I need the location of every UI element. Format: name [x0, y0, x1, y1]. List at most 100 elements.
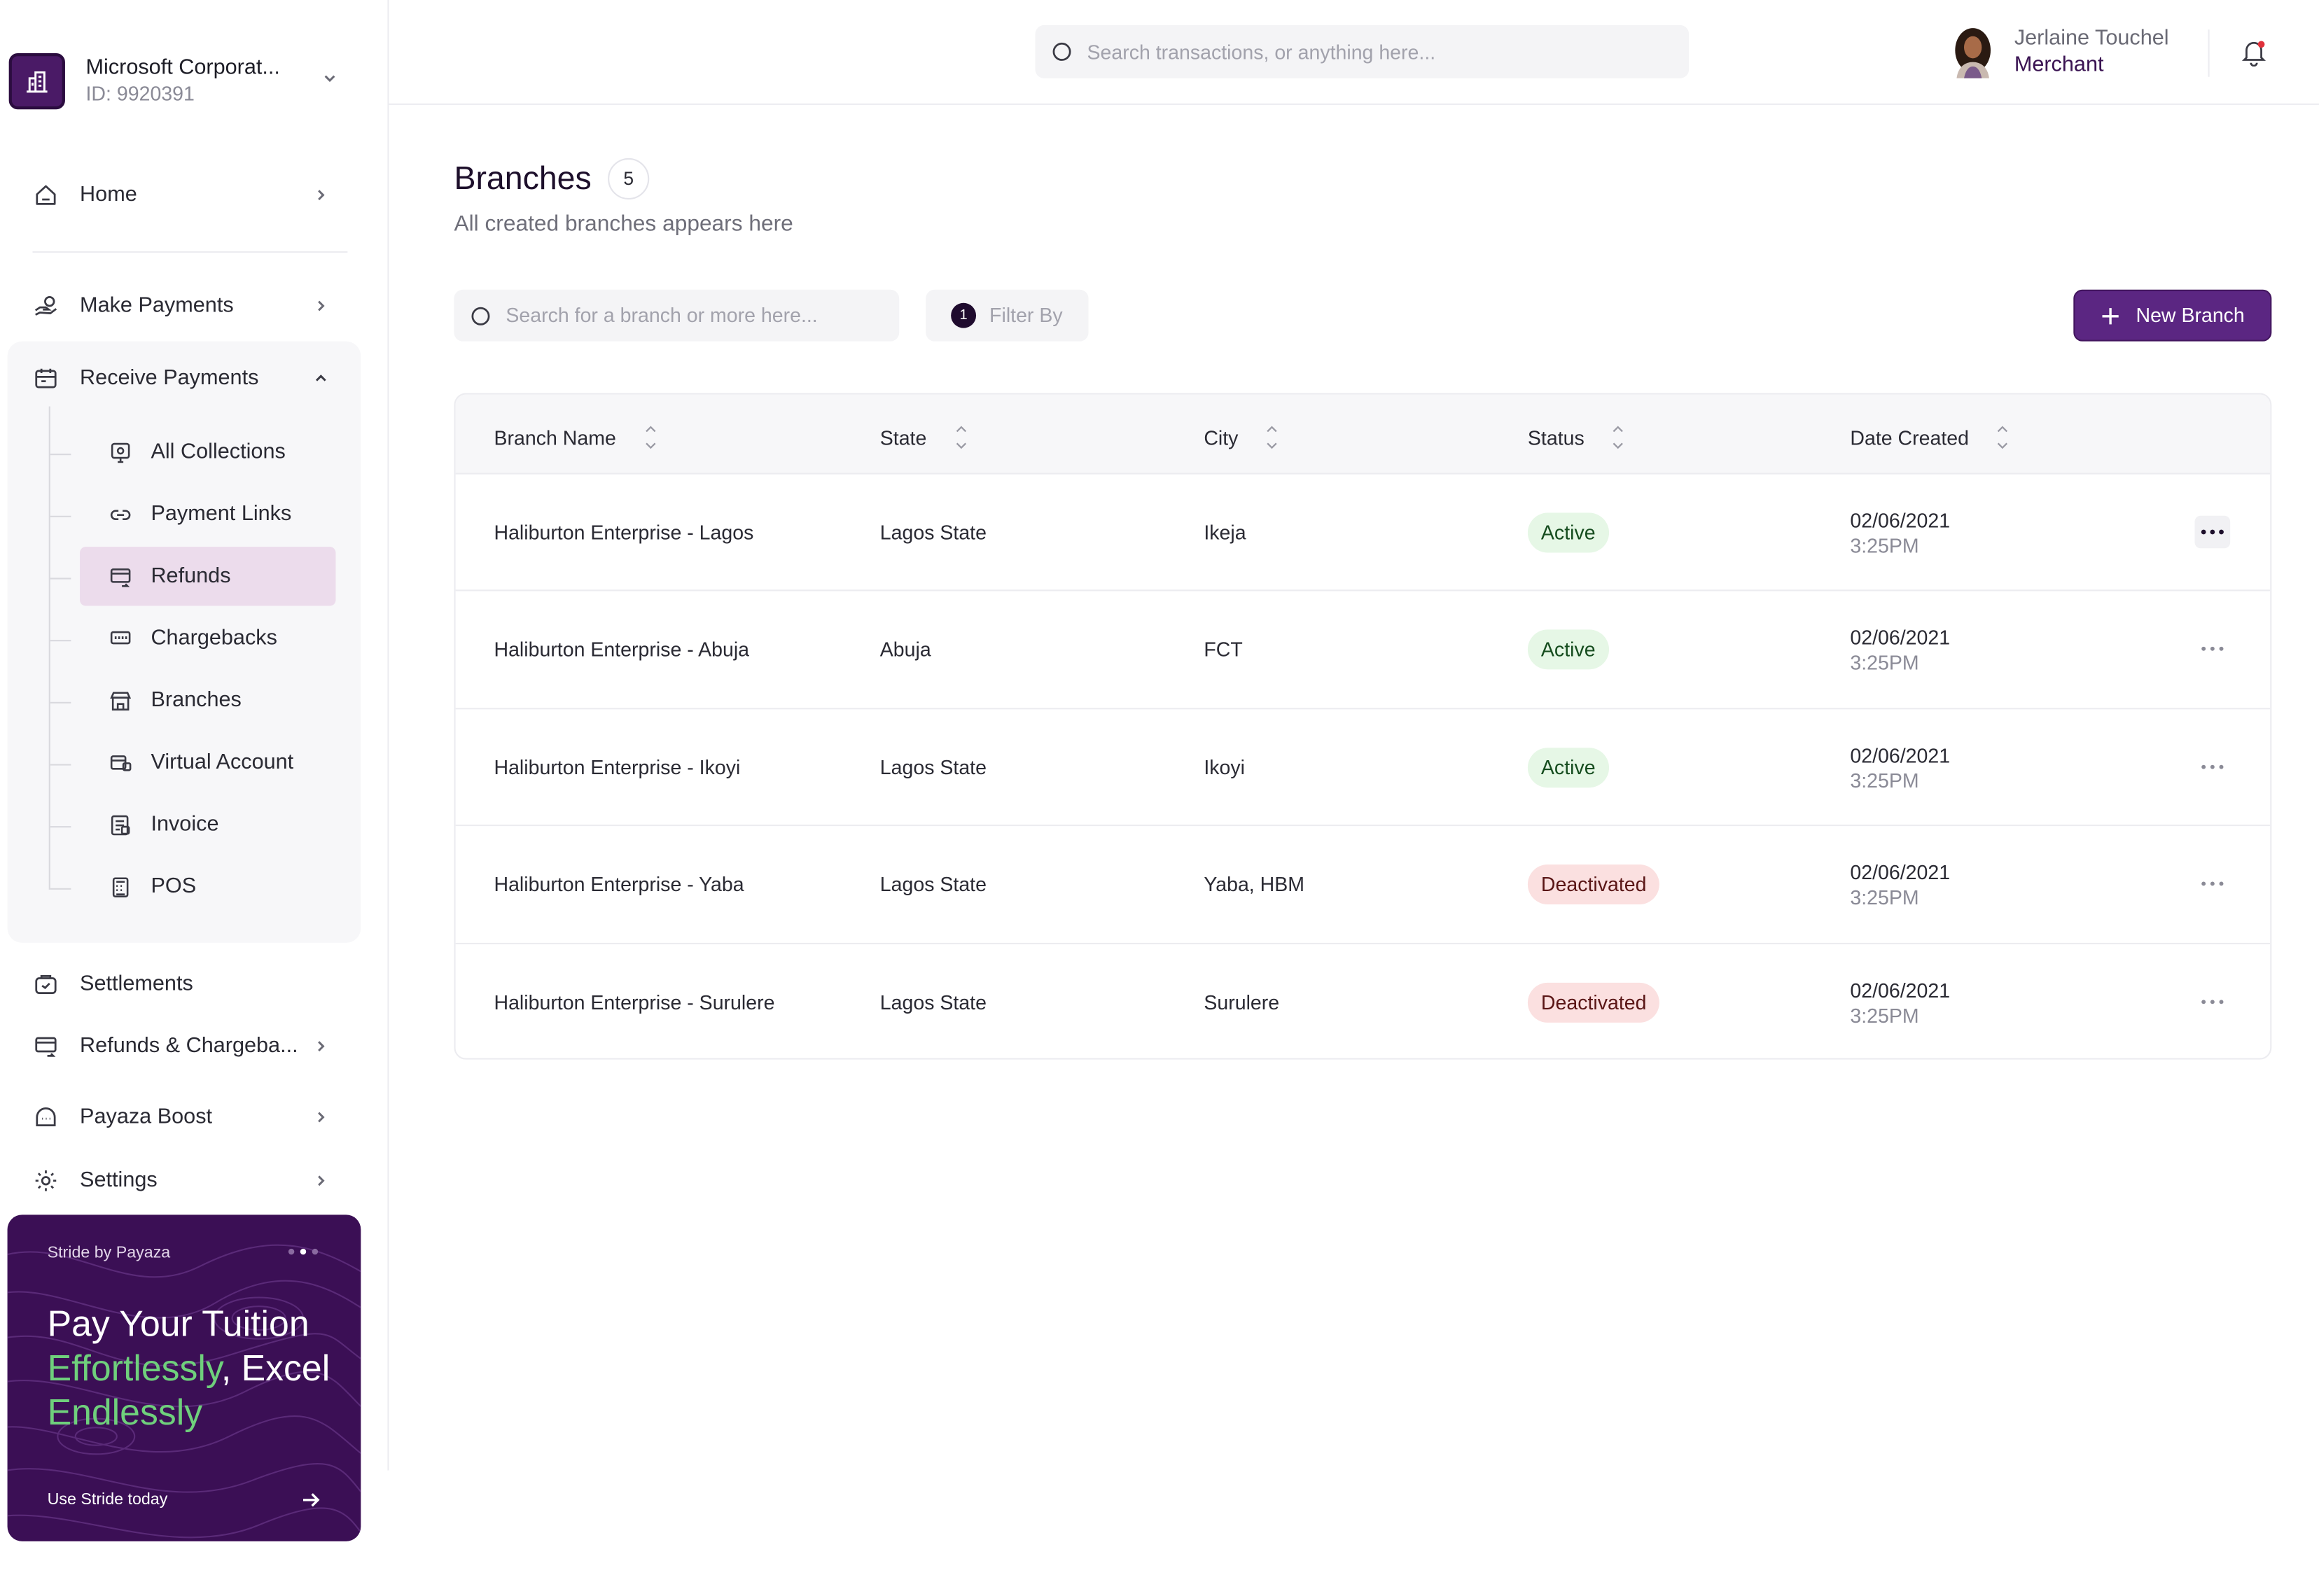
branch-search-input[interactable] [506, 304, 861, 327]
sub-item-label: Payment Links [151, 502, 292, 526]
nav-payaza-boost[interactable]: Payaza Boost [32, 1100, 334, 1135]
cell-state: Lagos State [879, 873, 987, 896]
tree-branch [50, 701, 71, 704]
branches-table: Branch Name State City Status Date Creat… [454, 393, 2272, 1060]
tree-branch [50, 640, 71, 642]
org-switcher[interactable]: Microsoft Corporat... ID: 9920391 [8, 50, 361, 113]
cell-state: Abuja [879, 638, 931, 661]
card-refund-icon [32, 1033, 59, 1060]
search-icon [1052, 42, 1071, 61]
sort-icon[interactable] [643, 421, 657, 454]
table-header: Branch Name State City Status Date Creat… [455, 394, 2271, 473]
table-row[interactable]: Haliburton Enterprise - Yaba Lagos State… [455, 824, 2271, 943]
nav-receive-payments-label: Receive Payments [80, 366, 259, 391]
receive-payments-panel [7, 341, 361, 943]
pos-icon [106, 874, 133, 900]
column-header-branch-name[interactable]: Branch Name [494, 421, 657, 454]
new-branch-label: New Branch [2136, 304, 2245, 327]
bell-icon[interactable] [2239, 37, 2269, 66]
divider [32, 251, 348, 253]
invoice-icon [106, 811, 133, 838]
count-badge: 5 [608, 158, 650, 200]
nav-make-payments[interactable]: Make Payments [32, 288, 334, 324]
settlement-icon [32, 971, 59, 997]
cell-branch-name: Haliburton Enterprise - Surulere [494, 991, 775, 1014]
sub-item-virtual-account[interactable]: Virtual Account [80, 733, 335, 792]
more-options-button[interactable] [2195, 750, 2231, 783]
promo-cta[interactable]: Use Stride today [47, 1491, 168, 1509]
chevron-right-icon [318, 300, 325, 312]
nav-settlements-label: Settlements [80, 972, 193, 996]
nav-settings-label: Settings [80, 1168, 158, 1193]
global-search-input[interactable] [1087, 41, 1650, 63]
filter-button[interactable]: 1 Filter By [926, 289, 1089, 342]
cell-city: Yaba, HBM [1204, 873, 1305, 896]
tree-branch [50, 764, 71, 766]
table-row[interactable]: Haliburton Enterprise - Abuja Abuja FCT … [455, 589, 2271, 708]
more-options-button[interactable] [2195, 633, 2231, 665]
top-header: Jerlaine Touchel Merchant [389, 0, 2319, 105]
sort-icon[interactable] [1996, 421, 2010, 454]
sub-item-label: POS [151, 874, 197, 899]
more-options-button[interactable] [2195, 867, 2231, 899]
more-options-button[interactable] [2194, 515, 2231, 549]
sub-item-refunds[interactable]: Refunds [80, 547, 336, 606]
sub-item-chargebacks[interactable]: Chargebacks [80, 609, 335, 668]
table-row[interactable]: Haliburton Enterprise - Surulere Lagos S… [455, 942, 2271, 1058]
avatar[interactable] [1948, 25, 1998, 78]
more-horizontal-icon [2201, 764, 2224, 769]
calendar-wallet-icon [32, 365, 59, 391]
sort-icon[interactable] [953, 421, 968, 454]
chevron-right-icon [318, 1041, 325, 1052]
column-header-state[interactable]: State [880, 421, 968, 454]
filter-count-badge: 1 [951, 302, 977, 328]
chevron-down-icon [324, 75, 335, 83]
sub-item-invoice[interactable]: Invoice [80, 795, 335, 854]
more-options-button[interactable] [2195, 986, 2231, 1018]
chevron-right-icon [318, 1175, 325, 1186]
carousel-dots[interactable] [288, 1248, 319, 1255]
divider [2208, 29, 2210, 77]
column-header-city[interactable]: City [1204, 421, 1279, 454]
sub-item-all-collections[interactable]: All Collections [80, 423, 335, 482]
user-name: Jerlaine Touchel [2014, 26, 2169, 50]
cell-date-created: 02/06/2021 3:25PM [1850, 626, 1951, 674]
table-row[interactable]: Haliburton Enterprise - Lagos Lagos Stat… [455, 472, 2271, 592]
global-search[interactable] [1035, 24, 1690, 78]
chevron-up-icon [315, 374, 326, 382]
branch-search[interactable] [454, 289, 900, 342]
nav-receive-payments[interactable]: Receive Payments [32, 360, 334, 396]
nav-refunds-chargebacks[interactable]: Refunds & Chargeba... [32, 1028, 334, 1064]
sort-icon[interactable] [1265, 421, 1279, 454]
tree-line [48, 406, 50, 890]
cell-date-created: 02/06/2021 3:25PM [1850, 979, 1951, 1028]
hand-coin-icon [32, 293, 59, 319]
cell-date-created: 02/06/2021 3:25PM [1850, 510, 1951, 557]
nav-settings[interactable]: Settings [32, 1163, 334, 1198]
column-header-status[interactable]: Status [1528, 421, 1626, 454]
tree-branch [50, 888, 71, 890]
arrow-right-icon[interactable] [299, 1488, 323, 1512]
sort-icon[interactable] [1611, 421, 1626, 454]
link-icon [106, 501, 133, 528]
cell-state: Lagos State [879, 522, 987, 544]
cell-date-created: 02/06/2021 3:25PM [1850, 861, 1951, 909]
promo-title: Pay Your Tuition Effortlessly, Excel End… [47, 1305, 330, 1434]
more-horizontal-icon [2201, 881, 2224, 886]
promo-card[interactable]: Stride by Payaza Pay Your Tuition Effort… [7, 1214, 361, 1541]
table-row[interactable]: Haliburton Enterprise - Ikoyi Lagos Stat… [455, 708, 2271, 826]
page-subtitle: All created branches appears here [454, 211, 793, 237]
collections-icon [106, 439, 133, 465]
column-header-date-created[interactable]: Date Created [1850, 421, 2010, 454]
nav-home[interactable]: Home [32, 177, 334, 213]
store-icon [106, 687, 133, 714]
nav-payaza-boost-label: Payaza Boost [80, 1105, 213, 1129]
sub-item-pos[interactable]: POS [80, 857, 335, 916]
status-badge: Active [1527, 748, 1609, 788]
user-role: Merchant [2014, 52, 2104, 77]
new-branch-button[interactable]: New Branch [2073, 289, 2272, 342]
nav-settlements[interactable]: Settlements [32, 967, 334, 1002]
sub-item-payment-links[interactable]: Payment Links [80, 484, 335, 543]
sub-item-branches[interactable]: Branches [80, 671, 335, 729]
sub-item-label: Virtual Account [151, 750, 294, 775]
